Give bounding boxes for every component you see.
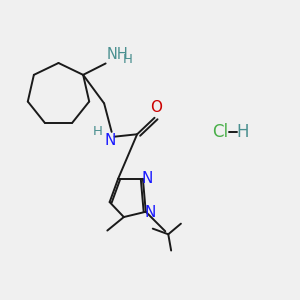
Text: N: N <box>142 171 153 186</box>
Text: Cl: Cl <box>212 123 229 141</box>
Text: H: H <box>123 53 133 66</box>
Text: H: H <box>237 123 249 141</box>
Text: NH: NH <box>107 47 129 62</box>
Text: N: N <box>104 134 116 148</box>
Text: N: N <box>145 205 156 220</box>
Text: O: O <box>150 100 162 115</box>
Text: H: H <box>92 125 102 138</box>
